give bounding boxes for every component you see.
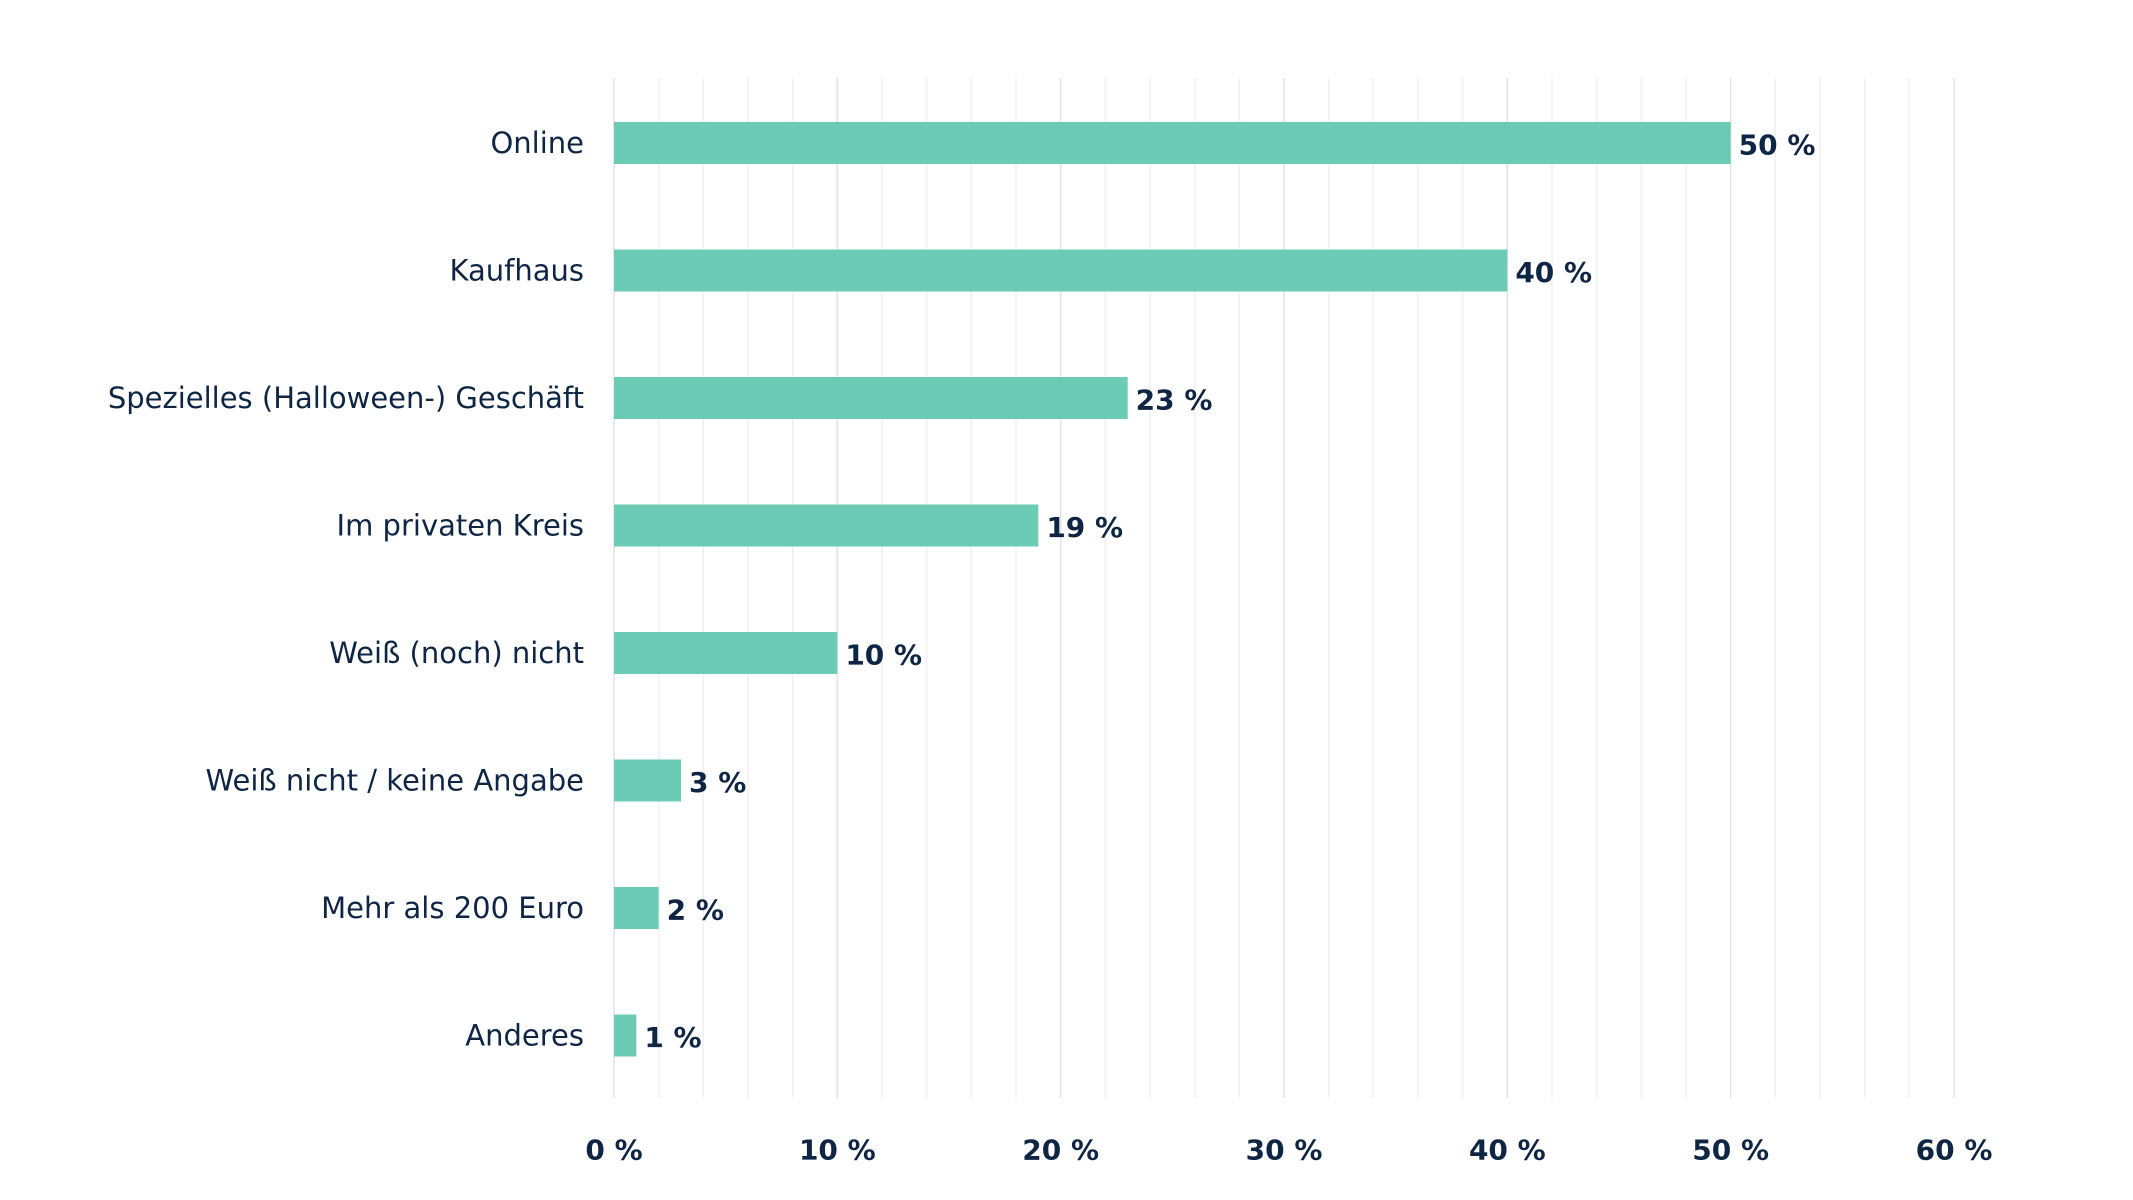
data-label: 40 % [1515,256,1592,289]
category-label: Weiß nicht / keine Angabe [206,764,584,798]
category-label: Spezielles (Halloween-) Geschäft [108,381,584,415]
category-label: Mehr als 200 Euro [321,891,584,925]
x-tick-label: 50 % [1692,1134,1769,1167]
bar [614,632,838,674]
value-labels: 50 % 40 % 23 % 19 % 10 % 3 % 2 % 1 % [644,129,1815,1055]
x-tick-label: 60 % [1916,1134,1993,1167]
bar [614,504,1039,547]
bar [614,249,1508,292]
bar [614,759,681,802]
x-tick-label: 20 % [1022,1134,1099,1167]
data-label: 1 % [644,1021,701,1054]
x-tick-label: 0 % [585,1134,642,1167]
data-label: 50 % [1739,129,1816,162]
data-label: 19 % [1046,511,1123,544]
bar [614,1014,637,1057]
category-label: Online [490,126,584,160]
bar [614,377,1128,419]
x-axis-tick-labels: 0 % 10 % 20 % 30 % 40 % 50 % 60 % [585,1134,1992,1167]
bar [614,887,659,929]
grid-layer [613,78,1955,1098]
data-label: 2 % [667,894,724,927]
data-label: 10 % [845,639,922,672]
x-tick-label: 30 % [1246,1134,1323,1167]
bar [614,122,1731,164]
data-label: 3 % [689,766,746,799]
x-tick-label: 40 % [1469,1134,1546,1167]
bar-layer [614,122,1731,1057]
data-label: 23 % [1136,384,1213,417]
x-tick-label: 10 % [799,1134,876,1167]
category-label: Anderes [465,1019,584,1053]
category-labels: Online Kaufhaus Spezielles (Halloween-) Ge… [108,126,584,1053]
category-label: Im privaten Kreis [337,509,584,543]
category-label: Weiß (noch) nicht [329,636,584,670]
category-label: Kaufhaus [449,254,584,288]
